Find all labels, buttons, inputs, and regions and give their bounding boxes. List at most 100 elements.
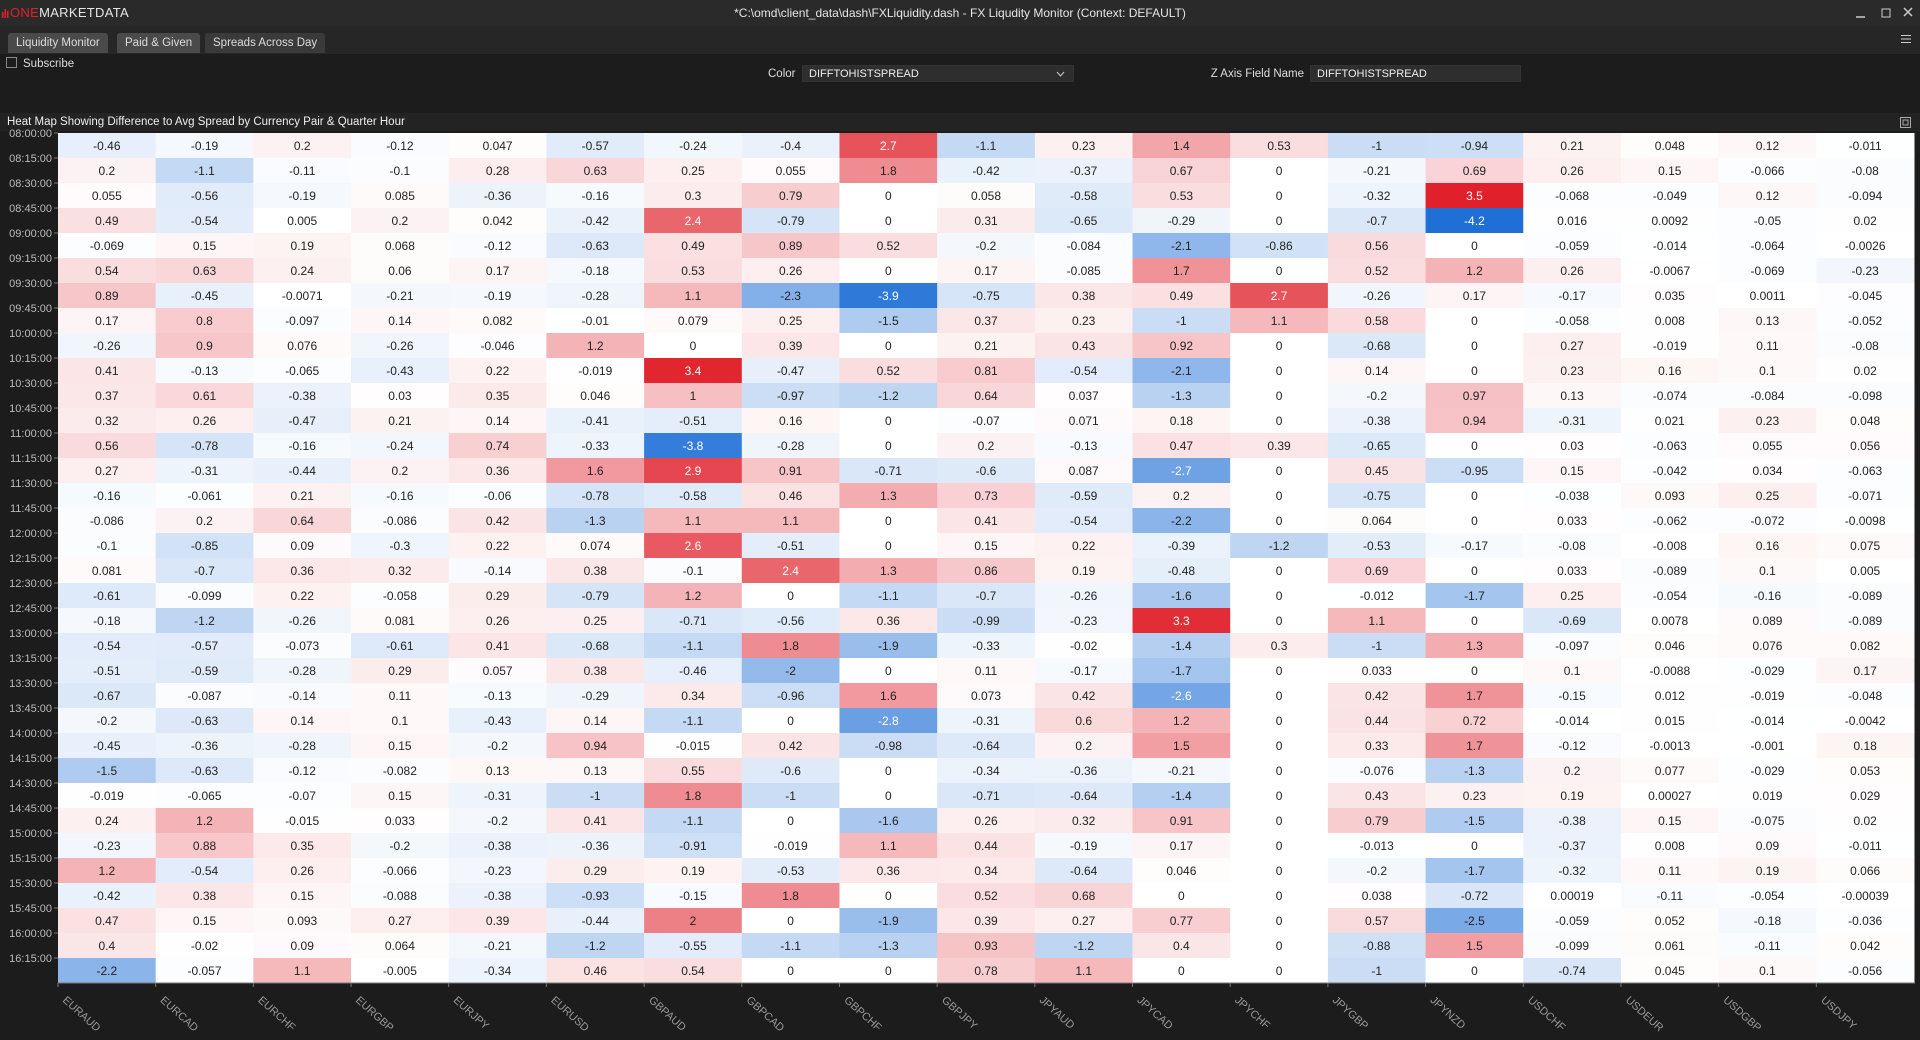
heat-cell [1132,483,1231,509]
panel-maximize[interactable] [1900,117,1911,128]
heat-cell [253,933,352,959]
color-dropdown[interactable]: DIFFTOHISTSPREAD [802,65,1074,82]
tab[interactable]: Liquidity Monitor [8,33,108,53]
cell-label: 0.52 [877,239,901,253]
subscribe-checkbox[interactable]: Subscribe [6,57,74,70]
cell-label: -0.59 [191,664,219,678]
heat-cell [351,133,450,159]
heat-cell [253,308,352,334]
heat-cell [546,683,645,709]
cell-label: 0.033 [1557,514,1587,528]
cell-label: -0.33 [582,439,610,453]
cell-label: -0.085 [1067,264,1101,278]
heat-cell [1523,858,1622,884]
x-tick-label: USDEUR [1623,994,1666,1034]
cell-label: 0.73 [974,489,998,503]
cell-label: 0.47 [95,914,119,928]
cell-label: 0.077 [1655,764,1685,778]
cell-label: 0 [1178,964,1185,978]
y-tick-label: 15:00:00 [9,828,52,840]
tab[interactable]: Paid & Given [117,33,201,53]
heat-cell [839,283,938,309]
heat-cell [546,633,645,659]
heat-cell [741,383,840,409]
cell-label: 1.5 [1466,939,1483,953]
close-button[interactable] [1903,7,1913,17]
tab[interactable]: Spreads Across Day [205,33,326,53]
heat-cell [546,933,645,959]
cell-label: -0.02 [191,939,219,953]
heat-cell [1718,733,1817,759]
cell-label: 0.24 [95,814,119,828]
cell-label: -2.2 [1171,514,1192,528]
heat-cell [351,383,450,409]
heat-cell [1718,358,1817,384]
heat-cell [1132,558,1231,584]
cell-label: 0.14 [584,714,608,728]
cell-label: -3.8 [683,439,704,453]
heat-cell [1523,158,1622,184]
cell-label: -0.12 [289,764,317,778]
heat-cell [1425,133,1524,159]
heat-cell [448,658,547,684]
cell-label: 0.26 [1560,264,1584,278]
cell-label: 0 [1471,489,1478,503]
heat-cell [253,133,352,159]
heat-cell [1425,283,1524,309]
dropdown-arrow [1056,71,1065,77]
heat-cell [741,133,840,159]
cell-label: -0.05 [1754,214,1782,228]
z-axis-input[interactable]: DIFFTOHISTSPREAD [1310,65,1521,82]
heat-cell [1620,633,1720,659]
heat-cell [741,233,840,259]
cell-label: 1.2 [1466,264,1483,278]
heat-cell [1230,333,1329,359]
heat-cell [546,533,645,559]
cell-label: 0.54 [95,264,119,278]
cell-label: -0.029 [1750,664,1784,678]
heat-cell [1425,958,1524,984]
cell-label: -1.9 [878,639,899,653]
cell-label: 0 [690,339,697,353]
heat-cell [1620,283,1720,309]
heat-cell [1230,233,1329,259]
cell-label: -0.07 [289,789,317,803]
logo-text: MARKETDATA [39,5,129,20]
heat-cell [1034,383,1134,409]
cell-label: 0.12 [1756,139,1780,153]
cell-label: -0.12 [484,239,512,253]
heat-cell [351,533,450,559]
heat-cell [448,533,547,559]
cell-label: -0.68 [582,639,610,653]
cell-label: 0 [1471,339,1478,353]
heat-cell [1327,283,1427,309]
heat-cell [448,833,547,859]
cell-label: -0.089 [1848,589,1882,603]
heat-cell [1425,483,1524,509]
window-title: *C:\omd\client_data\dash\FXLiquidity.das… [734,6,1186,20]
heat-cell [253,833,352,859]
maximize-button[interactable] [1881,8,1891,18]
heat-cell [1620,383,1720,409]
heat-cell [155,208,254,234]
cell-label: 0.073 [971,689,1001,703]
heat-cell [1034,783,1134,809]
heat-cell [58,183,157,209]
heat-cell [937,458,1036,484]
heat-cell [546,183,645,209]
cell-label: 0.11 [1659,864,1682,878]
cell-label: 0.46 [584,964,608,978]
heat-cell [351,333,450,359]
heat-cell [1327,958,1427,984]
heat-cell [1034,458,1134,484]
heat-cell [58,283,157,309]
heat-cell [839,133,938,159]
heat-cell [351,158,450,184]
heat-cell [1132,808,1231,834]
heat-cell [1816,733,1915,759]
heat-cell [937,608,1036,634]
heat-cell [1523,908,1622,934]
menu-icon[interactable] [1900,34,1912,44]
heat-cell [1718,808,1817,834]
cell-label: -0.074 [1653,389,1687,403]
